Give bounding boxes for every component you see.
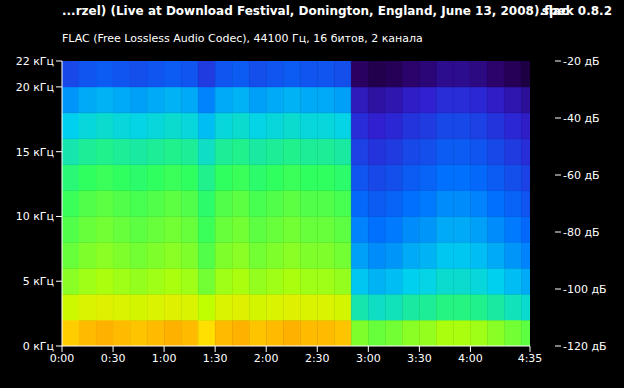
svg-text:0 кГц: 0 кГц — [23, 340, 54, 353]
svg-text:-40 дБ: -40 дБ — [563, 112, 600, 125]
svg-text:20 кГц: 20 кГц — [16, 81, 54, 94]
svg-text:1:30: 1:30 — [203, 352, 228, 365]
svg-text:5 кГц: 5 кГц — [23, 275, 54, 288]
svg-text:4:00: 4:00 — [458, 352, 483, 365]
svg-text:3:30: 3:30 — [407, 352, 432, 365]
svg-text:-20 дБ: -20 дБ — [563, 55, 600, 68]
svg-text:4:35: 4:35 — [518, 352, 543, 365]
svg-text:22 кГц: 22 кГц — [16, 55, 54, 68]
svg-text:10 кГц: 10 кГц — [16, 210, 54, 223]
svg-text:-100 дБ: -100 дБ — [563, 283, 607, 296]
svg-text:3:00: 3:00 — [356, 352, 381, 365]
svg-text:15 кГц: 15 кГц — [16, 146, 54, 159]
html-text:spek 0.8.2: spek 0.8.2 — [541, 4, 612, 18]
svg-text:-60 дБ: -60 дБ — [563, 169, 600, 182]
svg-text:-120 дБ: -120 дБ — [563, 340, 607, 353]
html-text:FLAC (Free Lossless Audio Code: FLAC (Free Lossless Audio Codec), 44100 … — [62, 32, 423, 45]
svg-text:0:00: 0:00 — [50, 352, 75, 365]
svg-text:0:30: 0:30 — [101, 352, 126, 365]
html-text:...rzel) (Live at Download Fes: ...rzel) (Live at Download Festival, Don… — [62, 4, 569, 18]
svg-text:-80 дБ: -80 дБ — [563, 226, 600, 239]
svg-text:2:00: 2:00 — [254, 352, 279, 365]
svg-text:1:00: 1:00 — [152, 352, 177, 365]
svg-text:2:30: 2:30 — [305, 352, 330, 365]
